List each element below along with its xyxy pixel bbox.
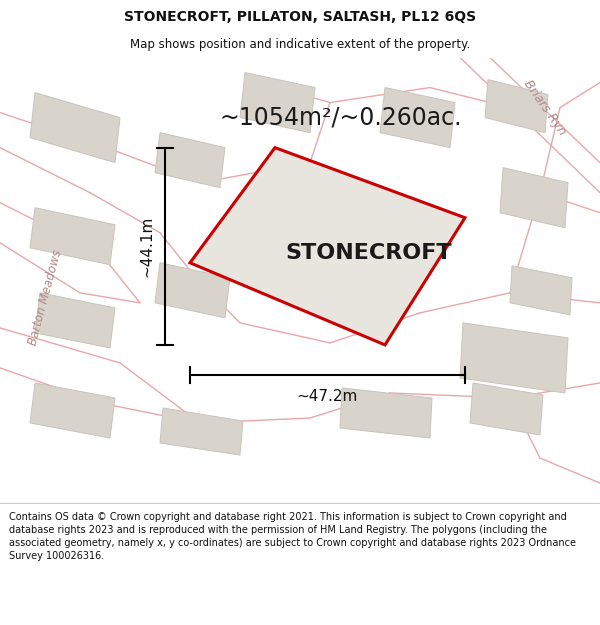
Text: ~44.1m: ~44.1m [139,216,155,277]
Polygon shape [30,92,120,162]
Text: STONECROFT: STONECROFT [286,243,452,263]
Polygon shape [155,132,225,188]
Polygon shape [460,323,568,393]
Polygon shape [485,79,548,132]
Polygon shape [30,208,115,265]
Polygon shape [155,262,230,318]
Polygon shape [240,72,315,132]
Polygon shape [470,383,543,435]
Polygon shape [380,88,455,148]
Polygon shape [35,293,115,348]
Polygon shape [160,408,243,455]
Polygon shape [510,266,572,315]
Text: Briars Ryn: Briars Ryn [521,78,569,138]
Polygon shape [190,148,465,345]
Text: Barton Meadows: Barton Meadows [26,249,64,347]
Text: Map shows position and indicative extent of the property.: Map shows position and indicative extent… [130,38,470,51]
Polygon shape [500,168,568,228]
Text: ~47.2m: ~47.2m [297,389,358,404]
Text: STONECROFT, PILLATON, SALTASH, PL12 6QS: STONECROFT, PILLATON, SALTASH, PL12 6QS [124,10,476,24]
Text: Contains OS data © Crown copyright and database right 2021. This information is : Contains OS data © Crown copyright and d… [9,512,576,561]
Polygon shape [340,388,432,438]
Polygon shape [360,217,432,268]
Text: ~1054m²/~0.260ac.: ~1054m²/~0.260ac. [220,106,463,129]
Polygon shape [30,383,115,438]
